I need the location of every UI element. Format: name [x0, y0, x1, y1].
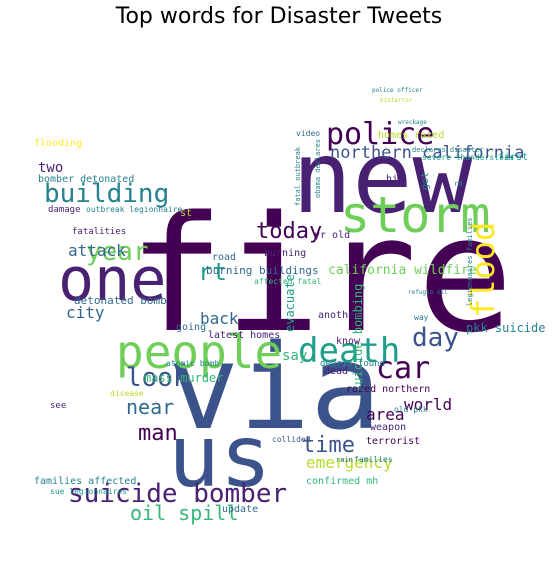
cloud-word: dead [324, 366, 348, 377]
cloud-word: refugio oil [408, 289, 448, 296]
cloud-word: time [302, 433, 355, 458]
cloud-word: video [296, 129, 320, 138]
cloud-word: death [298, 331, 400, 371]
cloud-word: going [176, 322, 206, 333]
cloud-word: evacuate [283, 274, 297, 332]
cloud-word: man [138, 421, 178, 446]
cloud-word: police officer [372, 87, 423, 94]
cloud-word: storm [340, 186, 491, 244]
cloud-word: flooding [34, 138, 82, 149]
cloud-word: area [366, 405, 405, 424]
cloud-word: world [404, 395, 452, 414]
cloud-word: obama declares [314, 139, 322, 198]
cloud-word: new [292, 119, 473, 236]
cloud-word: police [326, 117, 434, 152]
cloud-word: homes razed [378, 130, 444, 141]
cloud-word: weapon [370, 422, 406, 433]
cloud-word: today [256, 219, 322, 244]
cloud-word: got [420, 172, 431, 190]
cloud-word: bomber detonated [38, 174, 134, 185]
cloud-word: say [282, 348, 307, 364]
cloud-word: fire [128, 181, 513, 368]
cloud-word: suicide bombing [351, 284, 365, 392]
cloud-word: emergency [306, 453, 393, 472]
cloud-word: suicide bomber [68, 479, 287, 509]
cloud-word: rain [336, 456, 353, 464]
cloud-word: terrorist [366, 436, 420, 447]
cloud-word: back [200, 309, 239, 328]
cloud-word: fatalities [72, 227, 126, 237]
cloud-word: year [86, 237, 149, 267]
cloud-word: sue legionnaires [50, 487, 127, 496]
cloud-word: look [126, 363, 189, 393]
cloud-word: families affected [34, 476, 136, 487]
cloud-word: way [414, 313, 429, 322]
cloud-word: damage [48, 205, 81, 215]
cloud-word: declares disaster [412, 146, 484, 154]
cloud-word: mass murder [144, 371, 223, 385]
cloud-word: another [318, 310, 360, 321]
cloud-word: burning buildings [206, 264, 319, 277]
cloud-word: razed northern [346, 384, 430, 395]
chart-title: Top words for Disaster Tweets [115, 4, 443, 29]
cloud-word: burning [264, 248, 306, 259]
cloud-word: road [212, 252, 236, 263]
cloud-word: detonated bomb [74, 294, 167, 307]
cloud-word: atomic bomb [166, 359, 219, 368]
cloud-word: people [116, 325, 282, 379]
cloud-word: us [168, 407, 272, 507]
cloud-word: oil spill [130, 501, 238, 525]
cloud-word: families [354, 455, 393, 464]
cloud-word: rt [198, 258, 227, 286]
cloud-word: pkk suicide [466, 321, 545, 335]
cloud-word: yr old [314, 230, 350, 241]
cloud-word: know [336, 336, 361, 347]
cloud-word: fatal outbreak [294, 146, 302, 206]
cloud-word: day [412, 323, 459, 353]
cloud-word: disease [110, 389, 144, 398]
cloud-word: see [50, 401, 66, 411]
cloud-word: debris found [320, 359, 385, 369]
cloud-word: rd [454, 180, 462, 188]
cloud-word: two [38, 160, 63, 176]
cloud-word: affected fatal [254, 277, 322, 286]
cloud-word: collided [272, 435, 311, 444]
cloud-word: wreckage [398, 119, 427, 126]
cloud-word: car [376, 351, 430, 386]
cloud-word: via [168, 318, 381, 456]
cloud-word: old pkk [394, 405, 428, 414]
cloud-word: near [126, 395, 174, 419]
cloud-word: st [180, 208, 192, 219]
cloud-word: building [44, 179, 169, 209]
cloud-word: california wildfire [328, 263, 477, 278]
cloud-word: legionnaires families [466, 217, 474, 306]
cloud-word: bioterror [380, 97, 413, 104]
cloud-word: city [66, 303, 105, 322]
cloud-word: northern california [330, 143, 524, 163]
cloud-word: update [222, 504, 258, 515]
cloud-word: latest homes [208, 330, 280, 341]
cloud-word: first [498, 152, 528, 163]
cloud-word: attack [68, 241, 126, 260]
cloud-word: confirmed mh [306, 476, 378, 487]
cloud-word: flood [464, 222, 502, 318]
cloud-word: hit [386, 174, 404, 185]
cloud-word: one [58, 245, 166, 315]
cloud-word: severe thunderstorm [422, 153, 514, 162]
cloud-word: outbreak legionnaire [86, 205, 183, 214]
